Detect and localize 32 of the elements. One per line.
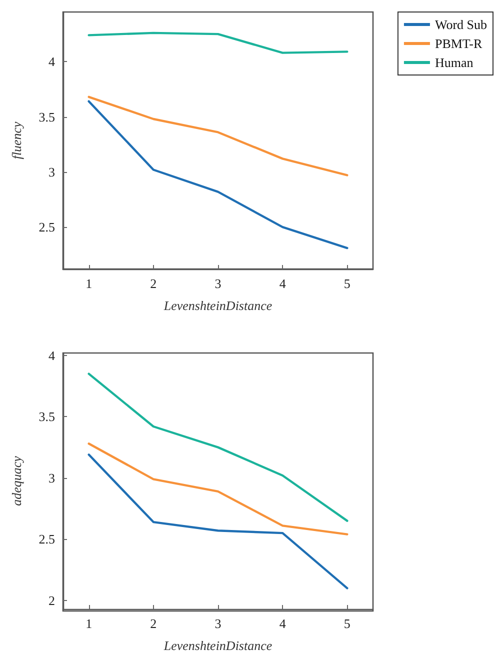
y-tick-label: 2.5 [38,532,55,547]
y-tick-label: 3.5 [38,109,55,124]
legend-label: PBMT-R [434,36,482,51]
y-tick-label: 2 [48,592,55,608]
x-tick-label: 1 [86,616,92,631]
x-tick-label: 2 [150,276,157,291]
x-tick-label: 4 [279,616,286,631]
x-axis-title: LevenshteinDistance [162,298,272,313]
legend-label: Word Sub [434,17,488,32]
line-series [88,100,348,250]
x-tick-label: 4 [279,276,286,291]
x-tick-label: 3 [214,616,222,631]
y-tick-label: 3 [48,470,55,486]
x-tick-label: 5 [344,276,350,291]
line-series [88,442,348,536]
line-series [88,32,348,54]
x-tick-label: 3 [214,276,222,291]
y-tick-label: 2.5 [38,220,55,235]
x-axis-title: LevenshteinDistance [162,638,272,653]
legend-label: Human [434,55,474,70]
y-tick-label: 3 [48,164,55,180]
y-axis-title: fluency [9,122,24,160]
y-axis-title: adequacy [9,456,24,506]
line-series [88,96,348,176]
line-series [88,454,348,590]
line-series [88,372,348,522]
x-tick-label: 1 [86,276,92,291]
x-tick-label: 5 [344,616,350,631]
y-tick-label: 4 [48,54,56,70]
y-tick-label: 3.5 [38,409,55,424]
y-tick-label: 4 [48,348,56,363]
x-tick-label: 2 [150,616,157,631]
